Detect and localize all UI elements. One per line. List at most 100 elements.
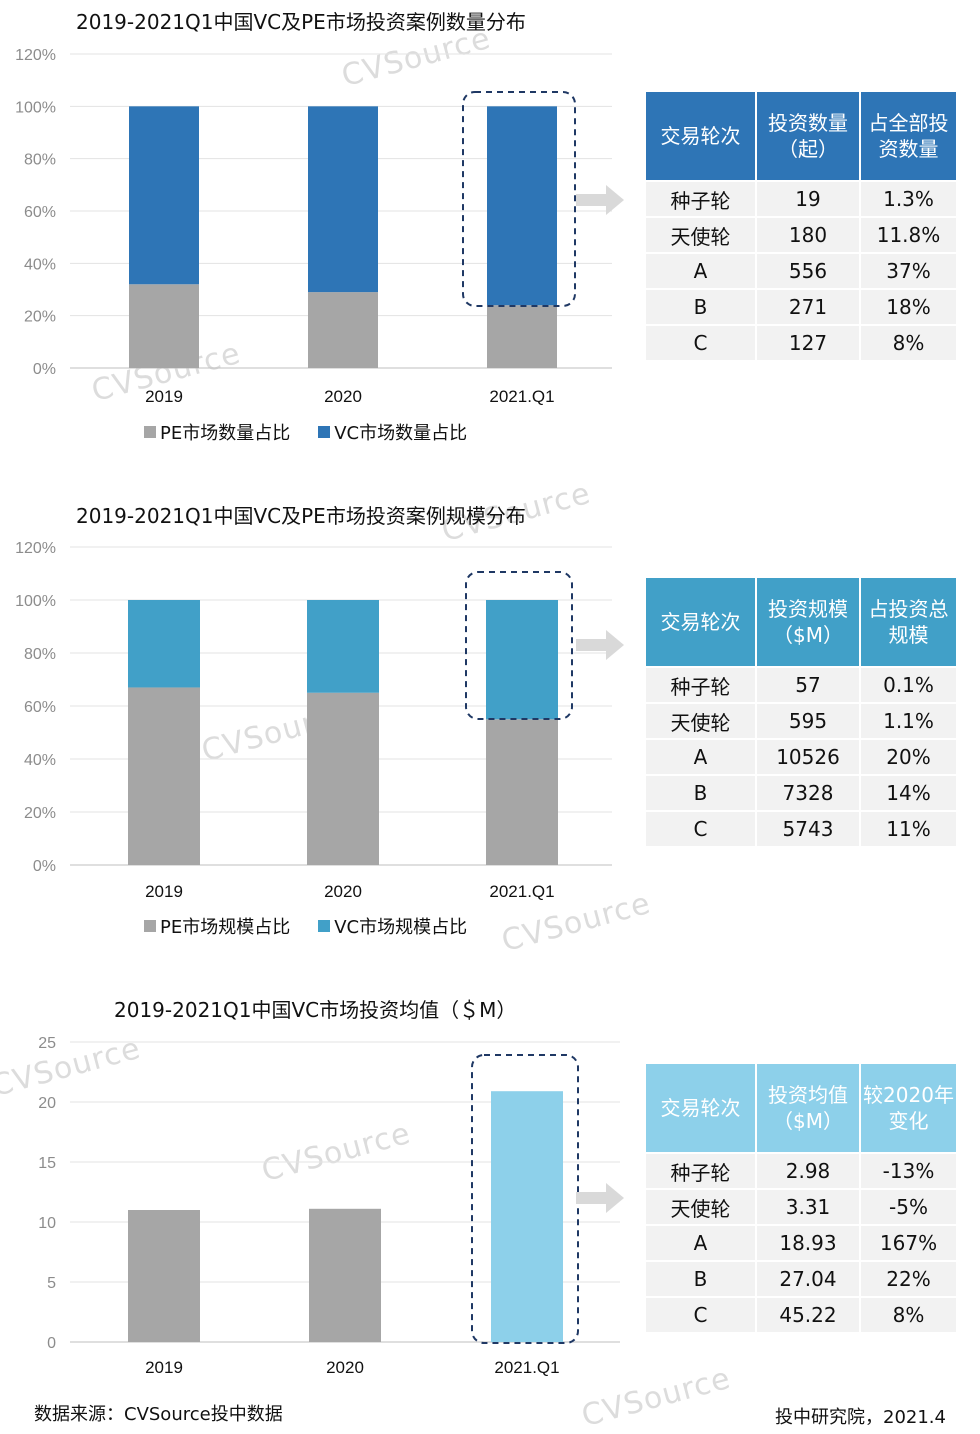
bar-pe [307,692,379,865]
table-row: 天使轮 180 11.8% [646,218,956,252]
table-header: 较2020年变化 [861,1064,956,1152]
legend-label-vc: VC市场规模占比 [334,917,468,938]
y-tick-label: 20% [24,309,56,326]
legend-label-pe: PE市场数量占比 [160,423,291,444]
y-tick-label: 15 [38,1155,56,1172]
table-cell: 45.22 [757,1298,859,1332]
table-cell: 天使轮 [646,1190,755,1224]
table-header: 交易轮次 [646,578,755,666]
bar-pe [308,292,378,368]
y-tick-label: 20 [38,1095,56,1112]
table-row: 天使轮 3.31 -5% [646,1190,956,1224]
legend-swatch-vc [318,426,331,438]
y-tick-label: 0 [47,1335,56,1352]
table-cell: A [646,740,755,774]
table-row: A 18.93 167% [646,1226,956,1260]
x-tick-label: 2021.Q1 [489,882,554,901]
legend-item-vc: VC市场规模占比 [318,913,467,939]
y-tick-label: 0% [33,858,56,875]
table-row: B 7328 14% [646,776,956,810]
table-cell: 8% [861,1298,956,1332]
arrow-right-icon [576,630,624,660]
table-cell: 180 [757,218,859,252]
chart1-table: 交易轮次 投资数量（起） 占全部投资数量 种子轮 19 1.3% 天使轮 180 11.8… [644,90,958,362]
table-cell: 127 [757,326,859,360]
chart1-plot: 0% 20% 40% 60% 80% 100% 120% 2019 2020 2021.Q1 [0,40,630,420]
table-cell: 18% [861,290,956,324]
table-header: 交易轮次 [646,1064,755,1152]
legend-item-pe: PE市场规模占比 [144,913,290,939]
table-header: 交易轮次 [646,92,755,180]
bar-vc [308,106,378,293]
bar-vc [129,106,199,285]
table-cell: C [646,1298,755,1332]
table-cell: 天使轮 [646,704,755,738]
bar-pe [487,305,557,368]
table-header-row: 交易轮次 投资均值（$M） 较2020年变化 [646,1064,956,1152]
y-tick-label: 40% [24,752,56,769]
table-cell: 11.8% [861,218,956,252]
table-cell: 3.31 [757,1190,859,1224]
table-header: 投资均值（$M） [757,1064,859,1152]
table-cell: 0.1% [861,668,956,702]
chart3-table: 交易轮次 投资均值（$M） 较2020年变化 种子轮 2.98 -13% 天使轮 3.3… [644,1062,958,1334]
bar-vc [487,106,557,306]
table-cell: 11% [861,812,956,846]
x-tick-label: 2021.Q1 [489,387,554,406]
table-row: B 271 18% [646,290,956,324]
arrow-right-icon [576,185,624,215]
table-row: 种子轮 2.98 -13% [646,1154,956,1188]
table-header: 投资数量（起） [757,92,859,180]
bar-vc [128,600,200,688]
table-cell: 271 [757,290,859,324]
table-cell: B [646,1262,755,1296]
table-cell: 14% [861,776,956,810]
chart3-plot: 0 5 10 15 20 25 2019 2020 2021.Q1 [0,1025,630,1385]
chart1-legend: PE市场数量占比 VC市场数量占比 [144,419,467,445]
table-row: A 556 37% [646,254,956,288]
table-row: 种子轮 57 0.1% [646,668,956,702]
table-header: 占全部投资数量 [861,92,956,180]
table-cell: 1.3% [861,182,956,216]
bar-pe [129,284,199,368]
y-tick-label: 80% [24,152,56,169]
table-header-row: 交易轮次 投资数量（起） 占全部投资数量 [646,92,956,180]
table-cell: C [646,326,755,360]
y-tick-label: 60% [24,204,56,221]
table-row: A 10526 20% [646,740,956,774]
table-cell: 595 [757,704,859,738]
table-header-row: 交易轮次 投资规模（$M） 占投资总规模 [646,578,956,666]
arrow-right-icon [576,1183,624,1213]
table-row: C 127 8% [646,326,956,360]
y-tick-label: 100% [15,593,56,610]
chart2-legend: PE市场规模占比 VC市场规模占比 [144,913,467,939]
y-tick-label: 80% [24,646,56,663]
bar-pe [128,687,200,865]
x-tick-label: 2020 [324,882,362,901]
table-cell: 7328 [757,776,859,810]
table-cell: 57 [757,668,859,702]
legend-label-vc: VC市场数量占比 [334,423,468,444]
table-header: 投资规模（$M） [757,578,859,666]
table-cell: 种子轮 [646,182,755,216]
chart1-title: 2019-2021Q1中国VC及PE市场投资案例数量分布 [76,10,526,34]
table-cell: C [646,812,755,846]
table-cell: 天使轮 [646,218,755,252]
y-tick-label: 20% [24,805,56,822]
x-tick-label: 2019 [145,387,183,406]
table-cell: A [646,1226,755,1260]
table-cell: 167% [861,1226,956,1260]
bar-pe [486,719,558,865]
bar [491,1091,563,1342]
table-cell: 8% [861,326,956,360]
legend-swatch-pe [144,920,156,932]
y-tick-label: 10 [38,1215,56,1232]
legend-item-pe: PE市场数量占比 [144,419,290,445]
y-tick-label: 5 [47,1275,56,1292]
y-tick-label: 120% [15,47,56,64]
y-tick-label: 100% [15,99,56,116]
legend-label-pe: PE市场规模占比 [160,917,291,938]
credit-note: 投中研究院，2021.4 [775,1407,946,1428]
table-cell: 556 [757,254,859,288]
x-tick-label: 2019 [145,882,183,901]
